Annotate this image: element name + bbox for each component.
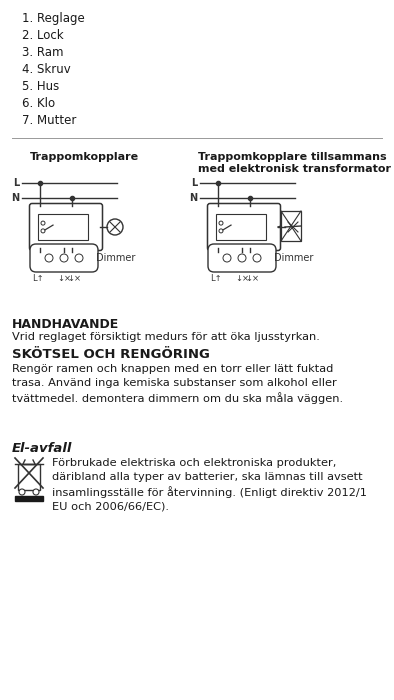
Text: 5. Hus: 5. Hus [22,80,59,93]
Circle shape [253,254,261,262]
Text: El-avfall: El-avfall [12,442,72,455]
Bar [281,211,301,241]
Text: 7. Mutter: 7. Mutter [22,114,76,127]
Circle shape [45,254,53,262]
FancyBboxPatch shape [30,244,98,272]
Bar [216,214,266,240]
Text: Trappomkopplare tillsammans
med elektronisk transformator: Trappomkopplare tillsammans med elektron… [198,152,391,174]
FancyBboxPatch shape [208,244,276,272]
Circle shape [285,219,301,235]
Text: N: N [11,193,19,203]
Text: Rengör ramen och knappen med en torr eller lätt fuktad
trasa. Använd inga kemisk: Rengör ramen och knappen med en torr ell… [12,364,343,404]
Bar [38,214,88,240]
Text: L↑: L↑ [210,274,222,283]
Circle shape [238,254,246,262]
Text: 4. Skruv: 4. Skruv [22,63,71,76]
Text: L↑: L↑ [32,274,44,283]
Circle shape [33,489,39,495]
Circle shape [60,254,68,262]
Circle shape [41,229,45,233]
Text: SKÖTSEL OCH RENGÖRING: SKÖTSEL OCH RENGÖRING [12,348,210,361]
Text: ↓×: ↓× [57,274,71,283]
Text: 6. Klo: 6. Klo [22,97,55,110]
FancyBboxPatch shape [30,204,102,251]
Text: 3. Ram: 3. Ram [22,46,63,59]
FancyBboxPatch shape [208,204,281,251]
Text: Förbrukade elektriska och elektroniska produkter,
däribland alla typer av batter: Förbrukade elektriska och elektroniska p… [52,458,367,512]
Text: ↓×: ↓× [245,274,259,283]
Text: N: N [189,193,197,203]
Bar [18,464,40,490]
Text: HANDHAVANDE: HANDHAVANDE [12,318,119,331]
Text: Dimmer: Dimmer [96,253,136,263]
Text: Trappomkopplare: Trappomkopplare [30,152,139,162]
Circle shape [107,219,123,235]
Circle shape [219,221,223,225]
Circle shape [223,254,231,262]
Text: ↓×: ↓× [67,274,81,283]
Text: L: L [191,178,197,188]
Bar [15,496,43,501]
Text: ↓×: ↓× [235,274,249,283]
Circle shape [41,221,45,225]
Text: L: L [13,178,19,188]
Text: Dimmer: Dimmer [274,253,313,263]
Text: Vrid reglaget försiktigt medurs för att öka ljusstyrkan.: Vrid reglaget försiktigt medurs för att … [12,332,320,342]
Text: 1. Reglage: 1. Reglage [22,12,85,25]
Circle shape [19,489,25,495]
Circle shape [219,229,223,233]
Text: 2. Lock: 2. Lock [22,29,63,42]
Circle shape [75,254,83,262]
